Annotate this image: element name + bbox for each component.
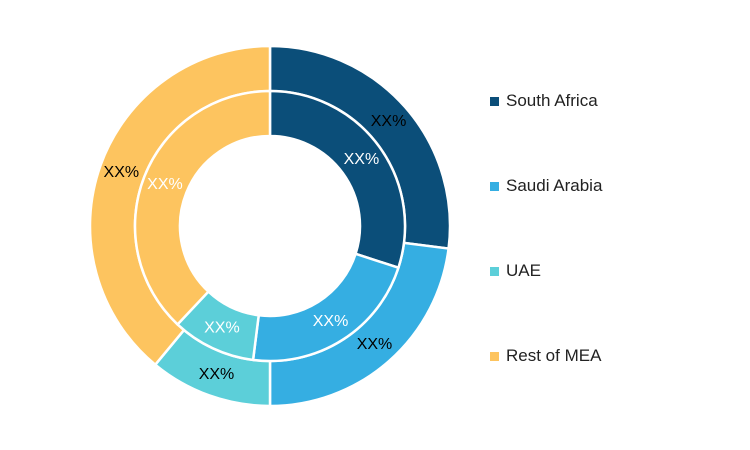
legend-swatch-uae [490,266,499,276]
double-donut-chart: XX% XX% XX% XX% XX% XX% XX% XX% [88,44,452,408]
legend-swatch-rest-of-mea [490,351,499,361]
outer-label-uae: XX% [199,366,235,383]
legend-label-rest-of-mea: Rest of MEA [506,346,602,365]
legend-label-uae: UAE [506,261,541,280]
legend: South Africa Saudi Arabia UAE Rest of ME… [490,88,602,428]
legend-label-saudi-arabia: Saudi Arabia [506,176,603,195]
inner-slice-south-africa [268,89,407,270]
slice-labels: XX% XX% XX% XX% XX% XX% XX% XX% [104,113,407,383]
legend-swatch-saudi-arabia [490,181,499,191]
inner-label-rest-of-mea: XX% [147,176,183,193]
legend-item-saudi-arabia: Saudi Arabia [490,173,602,199]
outer-label-rest-of-mea: XX% [104,164,140,181]
outer-label-saudi-arabia: XX% [357,336,393,353]
legend-item-south-africa: South Africa [490,88,602,114]
legend-item-uae: UAE [490,258,602,284]
inner-slice-rest-of-mea [133,89,272,327]
legend-item-rest-of-mea: Rest of MEA [490,343,602,369]
legend-swatch-south-africa [490,96,499,106]
outer-label-south-africa: XX% [371,113,407,130]
legend-label-south-africa: South Africa [506,91,598,110]
inner-label-uae: XX% [204,320,240,337]
inner-label-south-africa: XX% [344,151,380,168]
inner-ring [133,89,407,363]
inner-label-saudi-arabia: XX% [313,313,349,330]
